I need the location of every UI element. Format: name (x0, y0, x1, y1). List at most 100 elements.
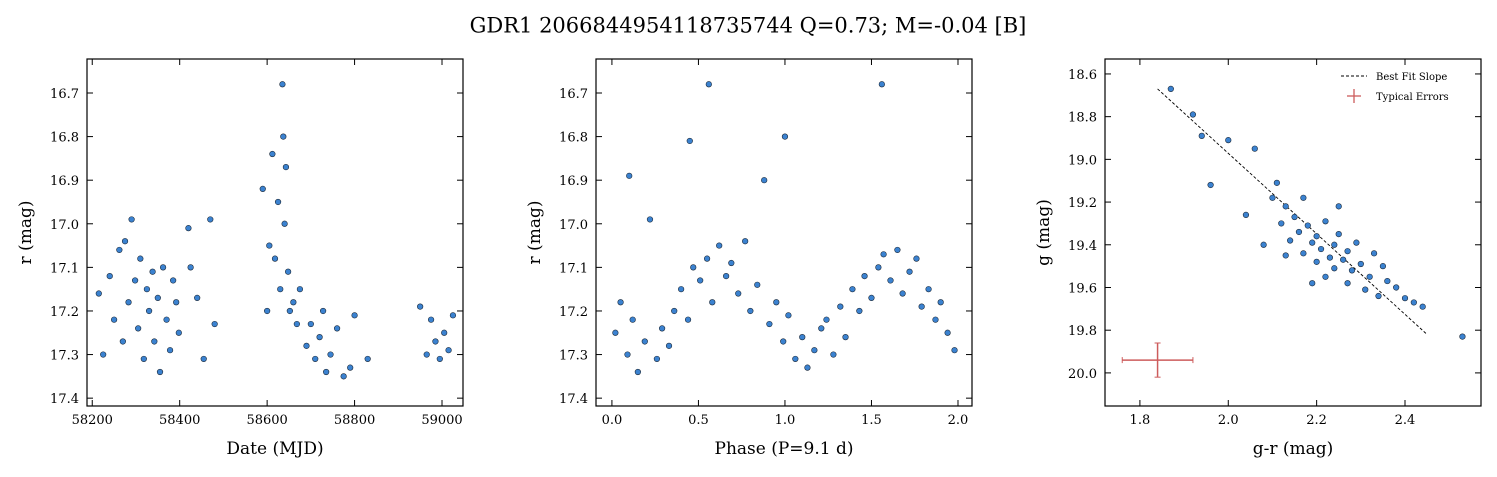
data-point (754, 281, 761, 288)
data-point (773, 299, 780, 306)
data-point (316, 334, 323, 341)
data-point (665, 342, 673, 349)
data-point (837, 303, 844, 310)
data-point (106, 272, 113, 280)
data-point (1313, 258, 1320, 265)
data-point (716, 242, 723, 249)
data-point (856, 307, 863, 315)
data-point (1348, 267, 1356, 274)
data-point (653, 355, 661, 363)
data-point (823, 316, 830, 323)
data-point (307, 320, 314, 328)
data-point (319, 307, 327, 315)
data-point (1375, 292, 1382, 300)
data-point (1269, 194, 1276, 201)
data-point (634, 368, 641, 376)
data-point (417, 303, 424, 310)
data-point (709, 299, 716, 306)
data-point (449, 312, 457, 319)
data-point (351, 312, 358, 319)
panel: 0.0 0.5 1.0 1.5 2.0 16.7 16.8 16.9 17.0 17.1 17.2 1… (525, 58, 973, 459)
data-point (1295, 228, 1303, 236)
data-point (170, 277, 177, 284)
data-point (285, 268, 292, 275)
data-point (128, 216, 135, 223)
y-tick-label: 17.0 (559, 218, 588, 233)
data-point (686, 137, 693, 145)
data-point (340, 373, 347, 380)
axes-frame (1104, 58, 1482, 407)
x-tick-label: 58200 (72, 413, 113, 428)
data-point (1260, 241, 1267, 248)
data-point (1300, 194, 1307, 201)
data-point (211, 320, 218, 328)
data-point (781, 133, 789, 140)
data-point (149, 268, 156, 275)
data-point (271, 255, 279, 262)
data-point (792, 355, 799, 363)
data-point (145, 307, 153, 315)
data-point (1309, 239, 1316, 246)
data-point (690, 264, 697, 271)
data-point (1410, 299, 1417, 306)
data-point (269, 150, 276, 158)
data-point (159, 264, 167, 271)
data-point (274, 198, 282, 206)
data-point (887, 277, 894, 284)
data-point (1282, 252, 1289, 259)
data-point (658, 325, 666, 332)
y-tick-label: 17.3 (559, 349, 588, 364)
x-axis-label: Phase (P=9.1 d) (715, 439, 854, 459)
data-point (1309, 280, 1316, 287)
data-point (735, 290, 742, 297)
data-point (811, 347, 818, 354)
y-tick-label: 17.4 (50, 392, 79, 407)
data-point (185, 225, 192, 232)
data-point (1322, 273, 1329, 280)
data-point (799, 334, 806, 341)
data-point (1300, 250, 1307, 257)
data-point (427, 316, 435, 323)
data-point (280, 133, 287, 140)
data-point (194, 294, 201, 301)
data-point (143, 286, 150, 293)
data-point (1344, 248, 1351, 255)
data-point (100, 351, 107, 358)
data-point (804, 364, 811, 371)
y-axis-label: g (mag) (1034, 199, 1054, 266)
data-point (899, 290, 906, 297)
y-axis-label: r (mag) (525, 201, 545, 265)
data-point (187, 264, 194, 271)
data-point (818, 325, 825, 332)
data-point (296, 286, 304, 293)
data-point (705, 81, 712, 88)
data-point (906, 268, 913, 275)
data-point (1353, 239, 1360, 246)
data-point (925, 286, 932, 293)
x-tick-label: 58800 (334, 413, 375, 428)
data-point (1317, 245, 1325, 253)
data-point (279, 81, 286, 88)
data-point (207, 216, 214, 223)
data-point (671, 307, 678, 315)
data-point (868, 294, 875, 301)
x-tick-label: 0.5 (688, 413, 709, 428)
y-tick-label: 19.4 (1068, 239, 1097, 254)
data-point (629, 316, 636, 323)
axes-frame (595, 58, 973, 407)
data-point (1370, 250, 1378, 257)
data-point (1393, 284, 1400, 291)
data-point (135, 325, 142, 332)
data-point (1366, 273, 1373, 280)
y-tick-label: 17.3 (50, 349, 79, 364)
data-point (612, 329, 619, 336)
data-point (95, 290, 102, 297)
data-point (312, 355, 319, 363)
data-point (116, 246, 123, 254)
data-point (861, 272, 868, 280)
data-point (175, 329, 182, 336)
data-point (259, 185, 266, 193)
y-tick-label: 17.1 (559, 261, 588, 276)
data-point (1291, 213, 1298, 221)
